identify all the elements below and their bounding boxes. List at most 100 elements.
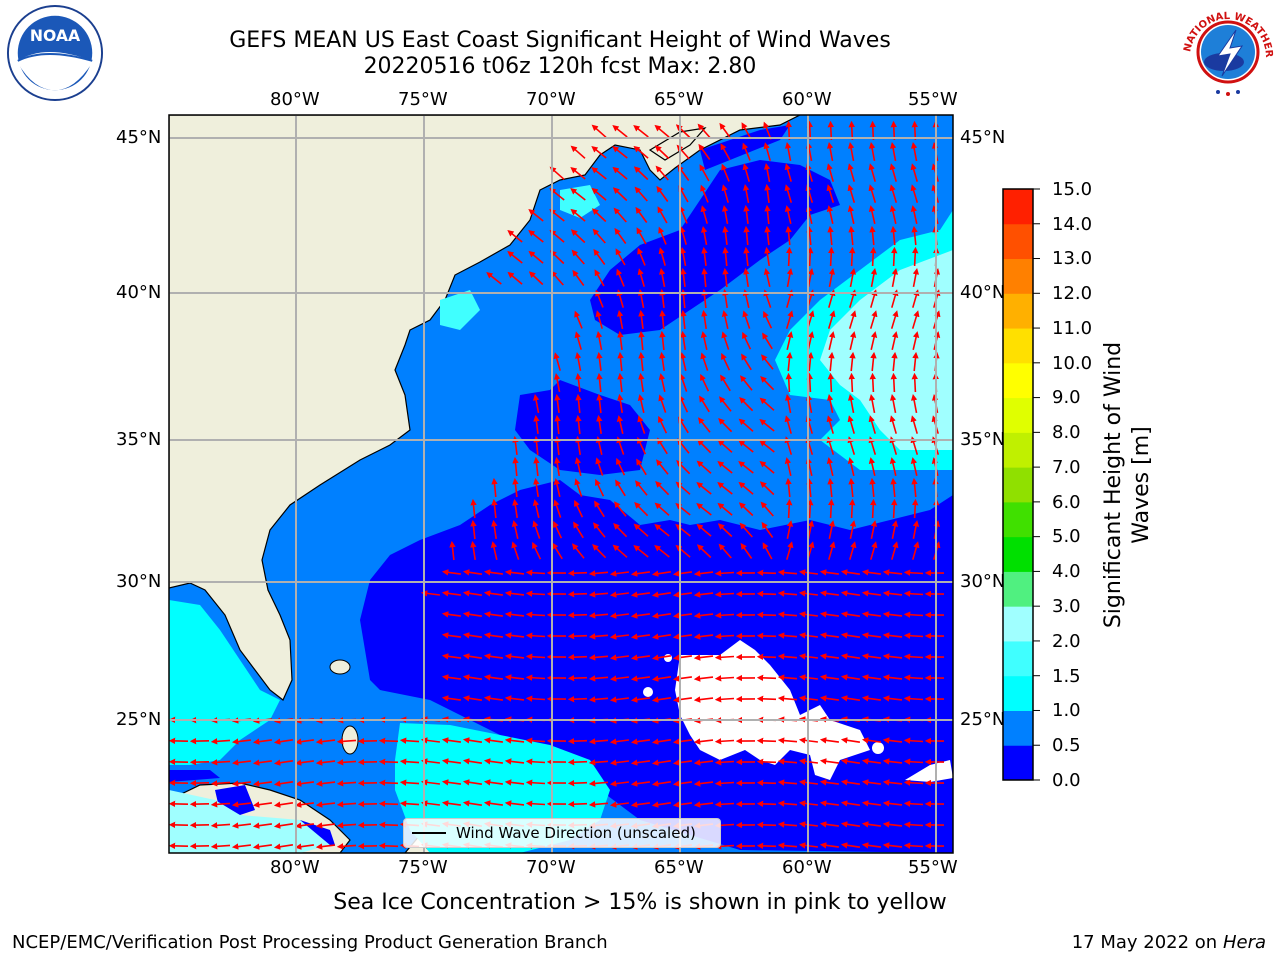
wave-direction-arrow bbox=[840, 758, 861, 765]
wave-direction-arrow bbox=[891, 246, 898, 267]
wave-direction-arrow bbox=[659, 288, 666, 309]
wave-direction-arrow bbox=[609, 570, 630, 577]
wave-direction-arrow bbox=[483, 611, 504, 618]
wave-direction-arrow bbox=[868, 163, 876, 182]
wave-direction-arrow bbox=[785, 372, 792, 393]
wave-direction-arrow bbox=[903, 653, 924, 660]
wave-direction-arrow bbox=[679, 205, 688, 224]
wave-direction-arrow bbox=[891, 267, 899, 288]
wave-direction-arrow bbox=[231, 738, 251, 745]
wave-direction-arrow bbox=[630, 612, 651, 619]
wave-direction-arrow bbox=[714, 738, 735, 745]
wave-direction-arrow bbox=[657, 206, 668, 224]
wave-direction-arrow bbox=[910, 436, 919, 455]
wave-direction-arrow bbox=[575, 435, 582, 456]
wave-direction-arrow bbox=[637, 268, 645, 287]
wave-direction-arrow bbox=[483, 737, 504, 744]
wave-direction-arrow bbox=[903, 695, 924, 702]
wave-direction-arrow bbox=[672, 759, 693, 766]
colorbar-segment bbox=[1003, 501, 1033, 538]
wave-direction-arrow bbox=[294, 843, 315, 850]
wave-direction-arrow bbox=[742, 142, 751, 161]
wave-direction-arrow bbox=[507, 229, 523, 243]
colorbar-segment bbox=[1003, 710, 1033, 746]
wave-direction-arrow bbox=[903, 632, 924, 639]
wave-direction-arrow bbox=[870, 289, 878, 308]
wave-direction-arrow bbox=[701, 288, 708, 309]
wave-direction-arrow bbox=[532, 520, 541, 539]
wave-direction-arrow bbox=[738, 418, 754, 432]
wave-direction-arrow bbox=[693, 675, 714, 682]
colorbar-segment bbox=[1003, 467, 1033, 503]
wave-direction-arrow bbox=[252, 738, 273, 745]
wave-direction-arrow bbox=[399, 758, 420, 765]
wave-direction-arrow bbox=[462, 737, 483, 744]
wave-direction-arrow bbox=[490, 541, 498, 560]
wave-direction-arrow bbox=[533, 456, 540, 477]
lon-label-top: 65°W bbox=[654, 89, 704, 110]
wave-direction-arrow bbox=[840, 695, 861, 702]
wave-direction-arrow bbox=[612, 544, 628, 558]
wave-direction-arrow bbox=[868, 436, 877, 455]
wave-direction-arrow bbox=[693, 738, 714, 745]
wave-direction-arrow bbox=[630, 780, 651, 787]
wave-direction-arrow bbox=[672, 780, 693, 787]
wave-direction-arrow bbox=[722, 288, 729, 309]
wave-direction-arrow bbox=[570, 208, 586, 222]
wave-direction-arrow bbox=[574, 499, 584, 518]
wave-direction-arrow bbox=[714, 696, 735, 703]
wave-direction-arrow bbox=[483, 632, 504, 639]
wave-direction-arrow bbox=[903, 611, 924, 618]
wave-direction-arrow bbox=[756, 611, 777, 619]
wave-band-1.0-1.5-gulf bbox=[169, 600, 280, 765]
wave-direction-arrow bbox=[693, 570, 714, 577]
wave-direction-arrow bbox=[826, 205, 834, 224]
wave-direction-arrow bbox=[849, 267, 857, 288]
wave-direction-arrow bbox=[761, 521, 774, 538]
wave-direction-arrow bbox=[630, 801, 651, 808]
wave-direction-arrow bbox=[785, 225, 792, 246]
wave-direction-arrow bbox=[658, 247, 666, 266]
wave-direction-arrow bbox=[273, 801, 294, 808]
wave-direction-arrow bbox=[698, 417, 711, 433]
wave-direction-arrow bbox=[697, 123, 711, 139]
wave-direction-arrow bbox=[633, 523, 649, 537]
wave-direction-arrow bbox=[532, 499, 540, 518]
wave-direction-arrow bbox=[570, 166, 586, 180]
wave-direction-arrow bbox=[596, 393, 603, 414]
wave-direction-arrow bbox=[594, 269, 605, 287]
wave-direction-arrow bbox=[738, 481, 754, 495]
wave-direction-arrow bbox=[491, 519, 498, 540]
wave-direction-arrow bbox=[591, 208, 607, 223]
wave-direction-arrow bbox=[637, 288, 645, 309]
wave-direction-arrow bbox=[827, 310, 836, 329]
wave-direction-arrow bbox=[554, 414, 561, 435]
wave-direction-arrow bbox=[567, 653, 588, 661]
wave-direction-arrow bbox=[595, 330, 603, 351]
wave-direction-arrow bbox=[840, 590, 861, 597]
nws-logo-icon: NATIONAL WEATHER SERVICE bbox=[1178, 2, 1275, 99]
wave-direction-arrow bbox=[741, 122, 752, 140]
wave-direction-arrow bbox=[869, 372, 876, 393]
wave-direction-arrow bbox=[672, 633, 693, 640]
wave-direction-arrow bbox=[882, 842, 903, 849]
wave-direction-arrow bbox=[763, 142, 771, 161]
wave-direction-arrow bbox=[553, 372, 561, 393]
wave-direction-arrow bbox=[630, 570, 651, 577]
wave-direction-arrow bbox=[575, 372, 582, 393]
wave-direction-arrow bbox=[567, 590, 588, 598]
wave-direction-arrow bbox=[786, 331, 794, 350]
wave-direction-arrow bbox=[777, 590, 798, 597]
wave-direction-arrow bbox=[637, 436, 647, 455]
wave-direction-arrow bbox=[701, 267, 708, 288]
wave-direction-arrow bbox=[483, 695, 504, 702]
wave-direction-arrow bbox=[740, 542, 753, 559]
wave-direction-arrow bbox=[828, 520, 836, 539]
wave-direction-arrow bbox=[462, 569, 483, 576]
wave-direction-arrow bbox=[483, 758, 504, 765]
wave-direction-arrow bbox=[714, 675, 735, 682]
wave-direction-arrow bbox=[651, 633, 672, 640]
wave-direction-arrow bbox=[658, 394, 667, 413]
wave-direction-arrow bbox=[462, 653, 483, 660]
wave-direction-arrow bbox=[903, 569, 924, 576]
